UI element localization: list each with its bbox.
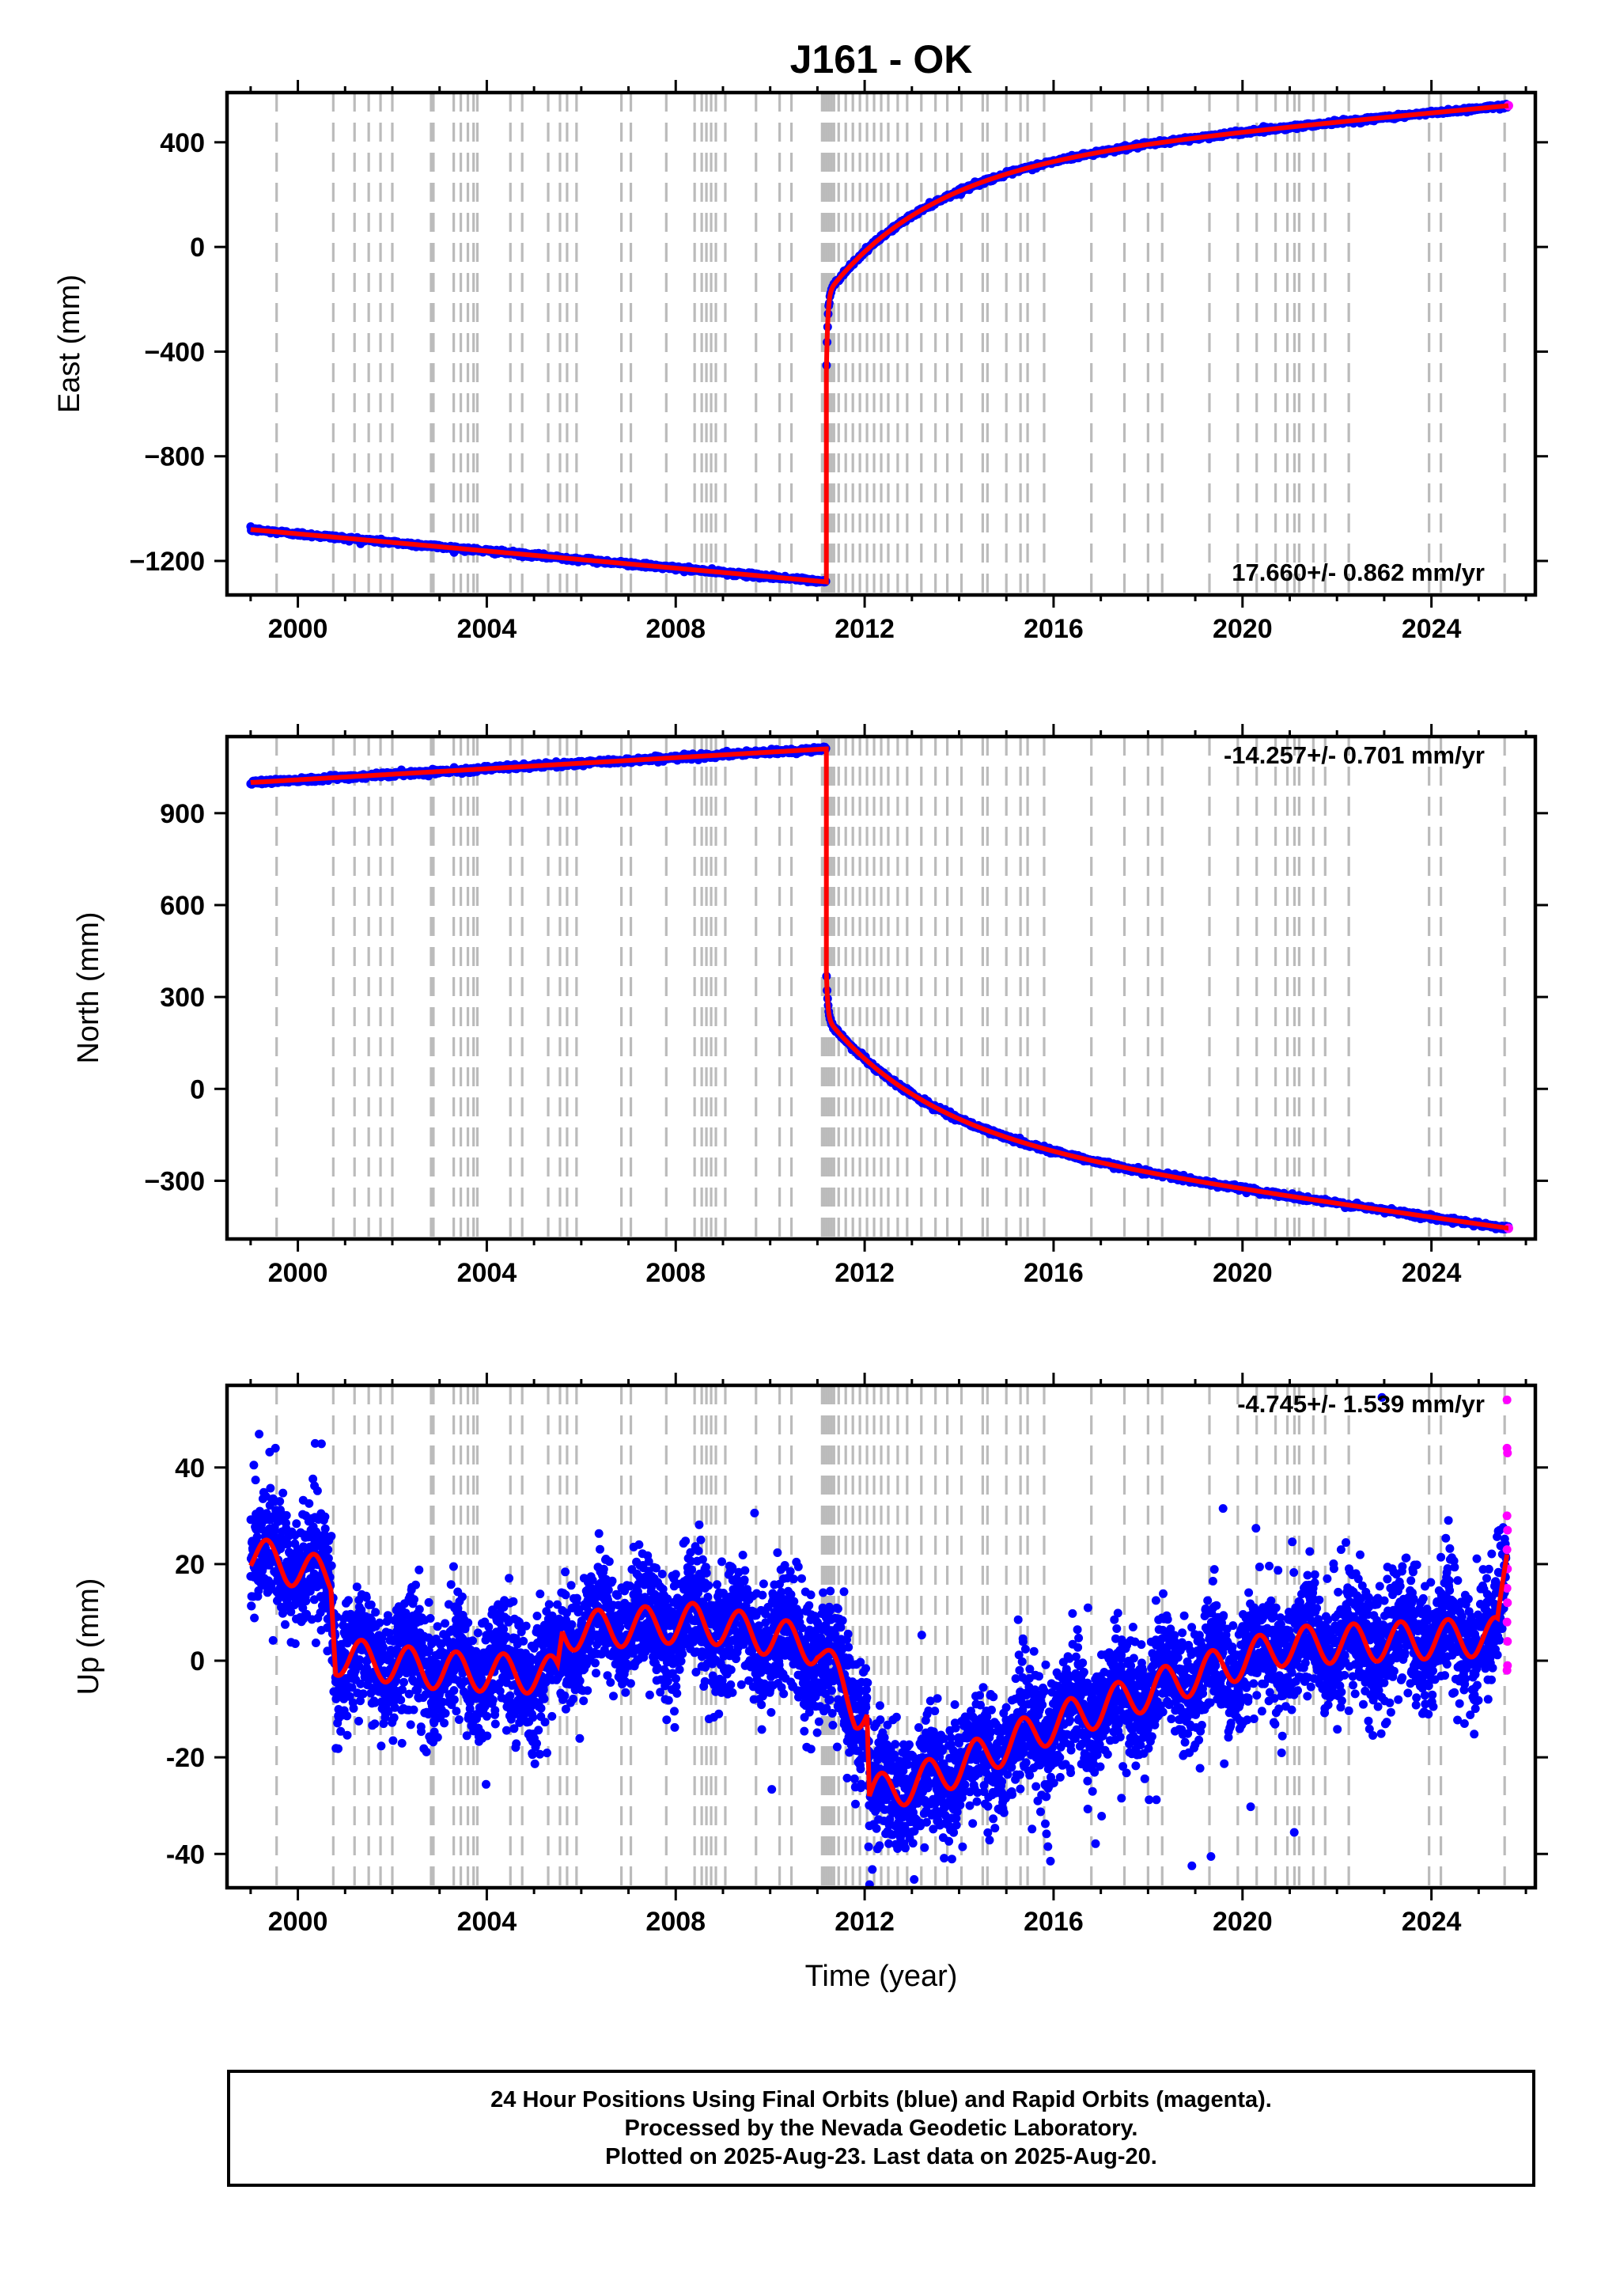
north-x-tick-label: 2024 — [1402, 1258, 1462, 1288]
up-x-tick-label: 2008 — [645, 1907, 706, 1937]
north-y-axis-label: North (mm) — [72, 911, 105, 1063]
east-y-tick-label: 0 — [190, 233, 205, 263]
up-y-tick-label: 20 — [175, 1550, 205, 1580]
up-frame — [225, 1383, 1538, 1890]
up-rapid-point — [1503, 1525, 1512, 1535]
up-rapid-point — [1502, 1545, 1512, 1555]
north-y-tick-label: 0 — [190, 1074, 205, 1104]
up-rapid-point — [1502, 1511, 1512, 1521]
north-y-tick-label: 300 — [160, 983, 205, 1013]
up-rate-label: -4.745+/- 1.539 mm/yr — [1237, 1390, 1485, 1418]
north-x-tick-label: 2004 — [457, 1258, 517, 1288]
north-model-line — [250, 746, 1508, 1231]
north-event-lines — [275, 737, 1506, 1239]
up-x-tick-label: 2012 — [835, 1907, 895, 1937]
east-y-tick-label: −400 — [144, 337, 205, 367]
up-y-tick-label: -40 — [166, 1839, 205, 1870]
east-model-line — [250, 103, 1509, 585]
up-rapid-point — [1503, 1448, 1512, 1457]
caption-box: 24 Hour Positions Using Final Orbits (bl… — [227, 2070, 1535, 2187]
north-final-point-cloud — [246, 742, 1513, 1233]
up-y-tick-label: 0 — [190, 1646, 205, 1677]
panel-east: 2000 2004 2008 2012 2016 2020 2024 400 0 −400 −800… — [53, 80, 1548, 644]
up-rapid-point — [1502, 1617, 1512, 1627]
north-y-tick-label: 600 — [160, 891, 205, 921]
east-frame — [225, 90, 1538, 597]
up-x-tick-label: 2020 — [1213, 1907, 1273, 1937]
east-y-tick-label: 400 — [160, 128, 205, 158]
east-rate-label: 17.660+/- 0.862 mm/yr — [1232, 559, 1485, 586]
north-frame — [225, 734, 1538, 1241]
x-axis-label: Time (year) — [805, 1960, 958, 1993]
east-x-tick-label: 2000 — [268, 614, 328, 644]
caption-line-1: 24 Hour Positions Using Final Orbits (bl… — [490, 2087, 1272, 2112]
east-x-tick-label: 2024 — [1402, 614, 1462, 644]
up-rapid-point — [1503, 1598, 1512, 1608]
east-final-point-cloud — [246, 100, 1513, 587]
east-x-tick-label: 2004 — [457, 614, 517, 644]
caption-line-2: Processed by the Nevada Geodetic Laborat… — [624, 2116, 1138, 2141]
up-x-tick-label: 2000 — [268, 1907, 328, 1937]
up-x-tick-label: 2004 — [457, 1907, 517, 1937]
up-rapid-point — [1502, 1583, 1512, 1593]
figure-title: J161 - OK — [790, 37, 973, 81]
up-rapid-point — [1503, 1637, 1512, 1646]
east-y-tick-label: −800 — [144, 442, 205, 472]
east-y-tick-label: −1200 — [130, 547, 206, 577]
east-x-tick-label: 2008 — [645, 614, 706, 644]
east-x-tick-label: 2020 — [1213, 614, 1273, 644]
east-x-tick-label: 2016 — [1024, 614, 1084, 644]
up-x-tick-label: 2024 — [1402, 1907, 1462, 1937]
north-y-tick-label: 900 — [160, 799, 205, 829]
up-y-tick-label: -20 — [166, 1743, 205, 1773]
north-x-tick-label: 2016 — [1024, 1258, 1084, 1288]
up-y-tick-label: 40 — [175, 1453, 205, 1483]
north-x-tick-label: 2000 — [268, 1258, 328, 1288]
north-rate-label: -14.257+/- 0.701 mm/yr — [1224, 741, 1485, 769]
up-rapid-point — [1502, 1395, 1512, 1404]
caption-line-3: Plotted on 2025-Aug-23. Last data on 202… — [605, 2144, 1157, 2169]
north-x-tick-label: 2008 — [645, 1258, 706, 1288]
panel-north: 2000 2004 2008 2012 2016 2020 2024 900 600 300 0 −3… — [72, 724, 1548, 1288]
north-y-tick-label: −300 — [144, 1166, 205, 1196]
east-y-axis-label: East (mm) — [53, 275, 86, 413]
east-x-tick-label: 2012 — [835, 614, 895, 644]
up-model-line — [248, 1537, 1510, 1808]
up-rapid-point — [1503, 1661, 1512, 1670]
panel-up: 2000 2004 2008 2012 2016 2020 2024 40 20 0 -20 -40 U… — [72, 1373, 1548, 1937]
east-event-lines — [275, 93, 1506, 595]
up-y-axis-label: Up (mm) — [72, 1578, 105, 1695]
north-x-tick-label: 2012 — [835, 1258, 895, 1288]
north-x-tick-label: 2020 — [1213, 1258, 1273, 1288]
up-x-tick-label: 2016 — [1024, 1907, 1084, 1937]
